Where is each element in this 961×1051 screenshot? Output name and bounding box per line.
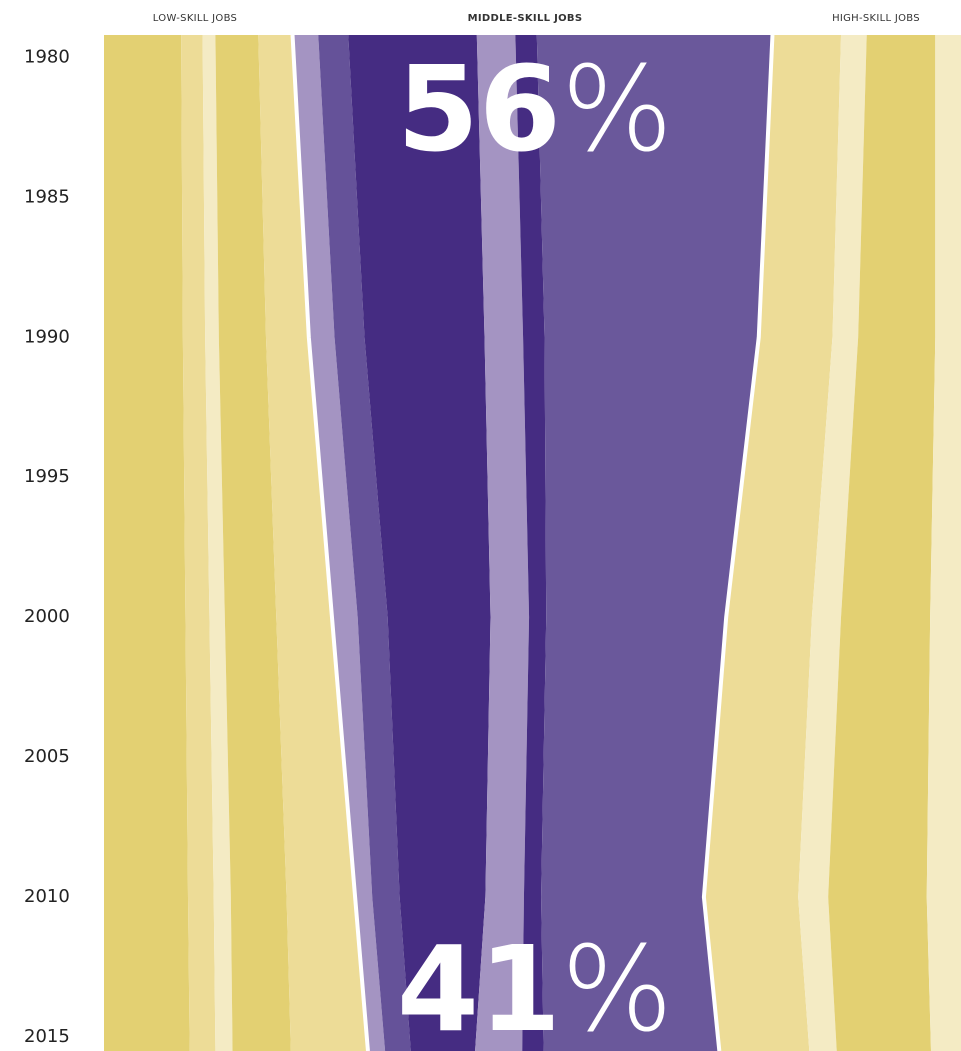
- y-tick-label: 1980: [24, 46, 70, 67]
- annotation-unit: %: [561, 920, 673, 1051]
- annotation-unit: %: [561, 40, 673, 178]
- group-divider: [290, 34, 370, 1051]
- y-tick-label: 2005: [24, 746, 70, 767]
- y-tick-label: 1990: [24, 326, 70, 347]
- y-tick-label: 1995: [24, 466, 70, 487]
- y-tick-label: 2010: [24, 886, 70, 907]
- annotation-number: 56: [397, 40, 561, 178]
- area-band: [475, 35, 530, 1051]
- area-band: [515, 35, 547, 1051]
- area-band: [798, 35, 867, 1051]
- area-band: [348, 35, 491, 1051]
- annotation: 56%: [397, 40, 673, 178]
- area-band: [202, 35, 233, 1051]
- annotation-number: 41: [397, 920, 561, 1051]
- y-tick-label: 2000: [24, 606, 70, 627]
- group-label: HIGH-SKILL JOBS: [832, 13, 920, 24]
- group-divider: [701, 34, 775, 1051]
- area-band: [828, 35, 936, 1051]
- area-band: [318, 35, 411, 1051]
- area-band: [292, 35, 386, 1051]
- group-label: LOW-SKILL JOBS: [153, 13, 237, 24]
- area-band: [703, 35, 842, 1051]
- y-tick-label: 1985: [24, 186, 70, 207]
- annotation: 41%: [397, 920, 673, 1051]
- y-tick-label: 2015: [24, 1026, 70, 1047]
- area-band: [181, 35, 216, 1051]
- area-band: [215, 35, 291, 1051]
- group-label: MIDDLE-SKILL JOBS: [468, 13, 583, 24]
- area-band: [536, 35, 773, 1051]
- area-band: [926, 35, 961, 1051]
- area-band: [258, 35, 368, 1051]
- area-band: [104, 35, 190, 1051]
